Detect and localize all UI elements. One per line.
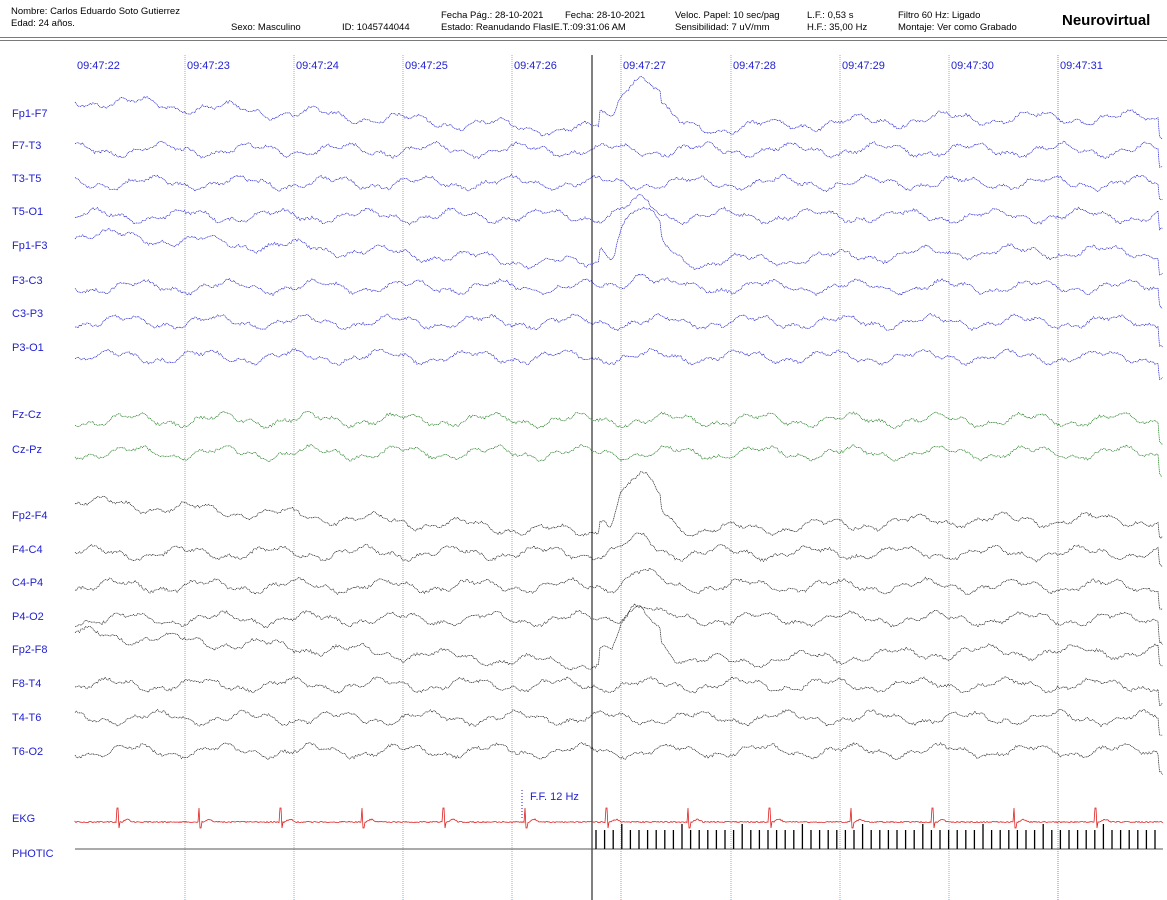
channel-label: P3-O1 [12,342,44,354]
timestamp-label: 09:47:29 [842,60,885,72]
eeg-trace-f7-t3 [74,140,1163,168]
eeg-trace-fz-cz [74,410,1163,445]
eeg-trace-fp1-f3 [74,206,1163,276]
timestamp-label: 09:47:28 [733,60,776,72]
channel-label: F3-C3 [12,275,43,287]
patient-id: ID: 1045744044 [342,22,410,33]
eeg-trace-p3-o1 [74,348,1163,380]
eeg-trace-f8-t4 [75,676,1163,706]
channel-label: PHOTIC [12,848,54,860]
eeg-trace-c4-p4 [74,567,1163,610]
eeg-trace-f3-c3 [74,273,1163,309]
channel-label: Fz-Cz [12,409,41,421]
channel-label: Fp2-F8 [12,644,47,656]
timestamp-label: 09:47:25 [405,60,448,72]
eeg-trace-fp2-f8 [74,602,1163,671]
timestamp-label: 09:47:31 [1060,60,1103,72]
channel-label: F8-T4 [12,678,41,690]
paper-speed: Veloc. Papel: 10 sec/pag [675,10,780,21]
photic-frequency-annotation: F.F. 12 Hz [530,791,579,803]
high-filter: H.F.: 35,00 Hz [807,22,868,33]
timestamp-label: 09:47:30 [951,60,994,72]
channel-label: Cz-Pz [12,444,42,456]
channel-label: C3-P3 [12,308,43,320]
eeg-trace-t4-t6 [74,708,1163,736]
channel-label: Fp1-F7 [12,108,47,120]
channel-label: Fp2-F4 [12,510,47,522]
page-date: Fecha Pág.: 28-10-2021 [441,10,544,21]
eeg-trace-t3-t5 [74,173,1163,201]
channel-label: C4-P4 [12,577,43,589]
timestamp-label: 09:47:27 [623,60,666,72]
header-rule-top [0,37,1167,38]
recording-status: Estado: Reanudando FlasIE.T.:09:31:06 AM [441,22,626,33]
patient-sex: Sexo: Masculino [231,22,301,33]
patient-age: Edad: 24 años. [11,18,75,29]
channel-label: T4-T6 [12,712,41,724]
channel-label: T6-O2 [12,746,43,758]
timestamp-label: 09:47:24 [296,60,339,72]
channel-label: EKG [12,813,35,825]
header-rule-bottom [0,40,1167,41]
sensitivity: Sensibilidad: 7 uV/mm [675,22,770,33]
low-filter: L.F.: 0,53 s [807,10,854,21]
channel-label: Fp1-F3 [12,240,47,252]
channel-label: P4-O2 [12,611,44,623]
timestamp-label: 09:47:23 [187,60,230,72]
eeg-trace-t6-o2 [74,741,1163,775]
eeg-trace-c3-p3 [74,312,1163,348]
channel-label: T5-O1 [12,206,43,218]
brand-logo-text: Neurovirtual [1062,12,1151,29]
patient-name: Nombre: Carlos Eduardo Soto Gutierrez [11,6,180,17]
timestamp-label: 09:47:26 [514,60,557,72]
eeg-trace-fp2-f4 [74,471,1163,539]
timestamp-label: 09:47:22 [77,60,120,72]
channel-label: T3-T5 [12,173,41,185]
montage: Montaje: Ver como Grabado [898,22,1017,33]
eeg-trace-t5-o1 [74,193,1163,231]
notch-filter: Filtro 60 Hz: Ligado [898,10,981,21]
report-header: Nombre: Carlos Eduardo Soto Gutierrez Ed… [0,0,1167,44]
channel-label: F4-C4 [12,544,43,556]
eeg-trace-f4-c4 [74,532,1163,567]
record-date: Fecha: 28-10-2021 [565,10,646,21]
eeg-trace-fp1-f7 [74,75,1163,140]
eeg-trace-p4-o2 [74,605,1163,645]
eeg-trace-cz-pz [74,443,1163,477]
channel-label: F7-T3 [12,140,41,152]
ekg-trace [74,807,1164,829]
